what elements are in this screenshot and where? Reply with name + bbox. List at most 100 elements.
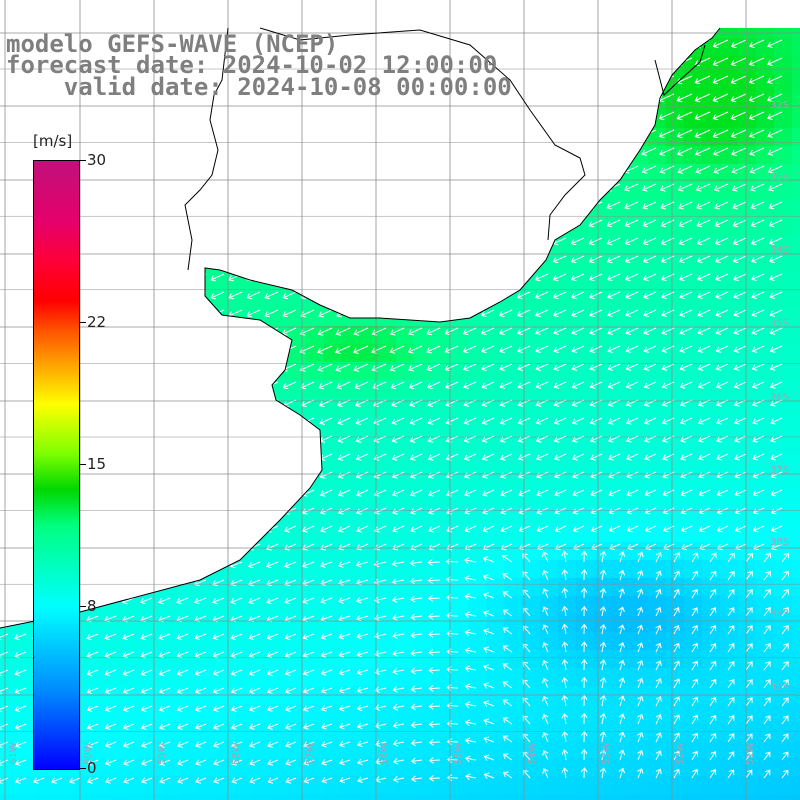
- latitude-label: 40S: [770, 682, 790, 693]
- speed-cell: [378, 488, 397, 507]
- wind-arrow: [626, 525, 639, 533]
- speed-cell: [666, 308, 685, 327]
- speed-cell: [522, 326, 541, 345]
- wind-arrow: [713, 165, 729, 174]
- speed-cell: [54, 776, 73, 795]
- speed-cell: [594, 452, 613, 471]
- wind-arrow: [643, 327, 657, 335]
- speed-cell: [576, 596, 595, 615]
- wind-arrow: [284, 669, 297, 676]
- speed-cell: [684, 380, 703, 399]
- wind-arrow: [588, 219, 603, 228]
- speed-cell: [702, 254, 721, 273]
- wind-arrow: [140, 651, 153, 659]
- wind-arrow: [177, 759, 189, 766]
- wind-arrow: [691, 588, 699, 599]
- speed-cell: [522, 776, 541, 795]
- speed-cell: [792, 380, 800, 399]
- wind-arrow: [766, 75, 783, 84]
- wind-arrow: [213, 741, 225, 748]
- speed-cell: [414, 614, 433, 633]
- wind-arrow: [408, 363, 423, 372]
- wind-arrow: [694, 93, 711, 103]
- wind-arrow: [781, 552, 790, 563]
- speed-cell: [594, 614, 613, 633]
- speed-cell: [288, 308, 307, 327]
- wind-arrow: [355, 489, 369, 497]
- wind-arrow: [464, 629, 477, 637]
- speed-cell: [630, 614, 649, 633]
- speed-cell: [486, 758, 505, 777]
- wind-arrow: [751, 327, 765, 335]
- patos-lagoon: [654, 44, 706, 96]
- wind-arrow: [502, 717, 513, 725]
- wind-arrow: [655, 714, 662, 725]
- wind-arrow: [320, 525, 333, 533]
- wind-arrow: [371, 345, 387, 354]
- speed-cell: [252, 632, 271, 651]
- wind-arrow: [589, 363, 603, 371]
- speed-cell: [162, 614, 181, 633]
- wind-arrow: [249, 759, 261, 766]
- wind-arrow: [535, 363, 549, 371]
- wind-arrow: [410, 631, 423, 639]
- speed-cell: [630, 542, 649, 561]
- speed-cell: [576, 470, 595, 489]
- speed-cell: [270, 560, 289, 579]
- speed-cell: [360, 596, 379, 615]
- wind-arrow: [733, 291, 747, 300]
- speed-cell: [738, 704, 757, 723]
- wind-arrow: [642, 201, 657, 210]
- speed-cell: [270, 524, 289, 543]
- speed-cell: [720, 218, 739, 237]
- speed-cell: [414, 794, 433, 800]
- speed-cell: [558, 488, 577, 507]
- speed-cell: [684, 668, 703, 687]
- wind-arrow: [140, 669, 153, 677]
- speed-cell: [522, 542, 541, 561]
- speed-cell: [342, 434, 361, 453]
- speed-cell: [216, 704, 235, 723]
- speed-cell: [450, 380, 469, 399]
- wind-arrow: [691, 625, 699, 635]
- speed-cell: [702, 704, 721, 723]
- speed-cell: [792, 110, 800, 129]
- valid-date: valid date: 2024-10-08 00:00:00: [6, 73, 512, 101]
- wind-arrow: [727, 751, 735, 761]
- speed-cell: [468, 344, 487, 363]
- wind-arrow: [317, 345, 333, 354]
- speed-cell: [270, 758, 289, 777]
- wind-arrow: [716, 525, 729, 533]
- speed-cell: [576, 506, 595, 525]
- speed-cell: [288, 632, 307, 651]
- speed-cell: [684, 488, 703, 507]
- speed-cell: [558, 380, 577, 399]
- wind-arrow: [570, 291, 585, 300]
- speed-cell: [144, 668, 163, 687]
- wind-arrow: [426, 363, 441, 372]
- wind-arrow: [561, 767, 569, 779]
- wind-arrow: [769, 309, 783, 317]
- wind-arrow: [534, 273, 549, 282]
- wind-arrow: [763, 643, 771, 653]
- speed-cell: [324, 578, 343, 597]
- speed-cell: [684, 794, 703, 800]
- wind-arrow: [392, 739, 405, 747]
- speed-cell: [540, 434, 559, 453]
- wind-arrow: [212, 651, 225, 659]
- speed-cell: [432, 704, 451, 723]
- wind-arrow: [248, 705, 261, 712]
- speed-cell: [792, 254, 800, 273]
- wind-arrow: [104, 705, 117, 713]
- wind-arrow: [302, 651, 315, 658]
- speed-cell: [0, 794, 19, 800]
- speed-cell: [792, 794, 800, 800]
- wind-arrow: [625, 291, 639, 300]
- wind-arrow: [464, 647, 477, 655]
- wind-arrow: [606, 255, 621, 264]
- colorbar-tick-label: 15: [87, 455, 107, 473]
- speed-cell: [234, 560, 253, 579]
- speed-cell: [342, 416, 361, 435]
- speed-cell: [594, 470, 613, 489]
- speed-cell: [396, 794, 415, 800]
